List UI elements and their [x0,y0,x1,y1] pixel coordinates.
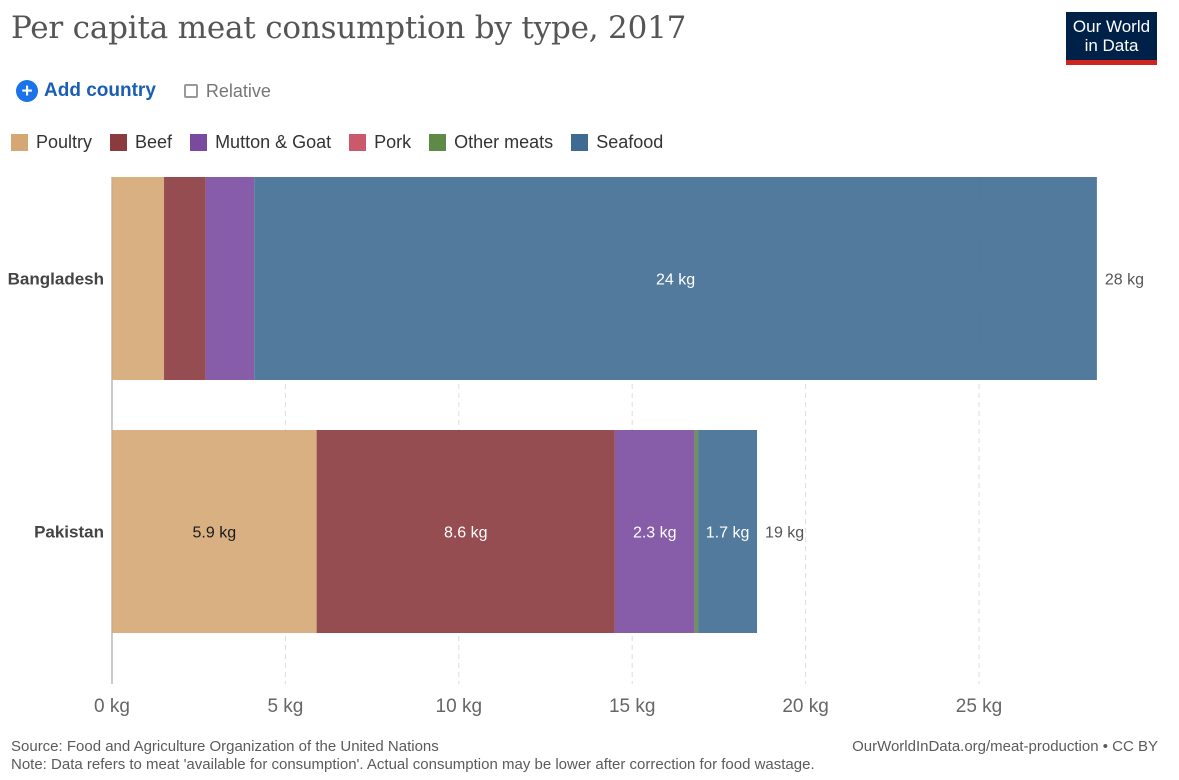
legend-swatch [110,134,128,151]
legend-item-mutton-goat[interactable]: Mutton & Goat [190,132,331,153]
total-value-label: 19 kg [765,525,804,542]
x-tick-label: 15 kg [609,696,655,717]
legend-item-poultry[interactable]: Poultry [11,132,92,153]
chart-footer: Source: Food and Agriculture Organizatio… [11,738,815,774]
plus-circle-icon: + [16,80,38,102]
bar-segment[interactable] [698,430,758,633]
segment-value-label: 2.3 kg [633,525,677,542]
bar-segment[interactable] [694,430,699,633]
legend-swatch [349,134,367,151]
logo-line-1: Our World [1072,17,1151,36]
bar-segment[interactable] [614,430,695,633]
footer-url[interactable]: OurWorldInData.org/meat-production • CC … [852,738,1158,755]
x-tick-label: 25 kg [956,696,1002,717]
logo-line-2: in Data [1084,36,1139,55]
legend: Poultry Beef Mutton & Goat Pork Other me… [11,132,681,153]
legend-label: Beef [135,132,173,152]
segment-value-label: 24 kg [656,272,695,289]
legend-swatch [11,134,28,151]
bar-segment[interactable] [316,430,615,633]
x-tick-label: 5 kg [267,696,303,717]
add-country-button[interactable]: + Add country [16,80,156,102]
bar-segment[interactable] [205,177,255,380]
x-tick-label: 20 kg [782,696,828,717]
legend-item-beef[interactable]: Beef [110,132,172,153]
note-text: Note: Data refers to meat 'available for… [11,756,815,773]
chart-controls: + Add country Relative [16,78,271,104]
category-label: Bangladesh [8,270,104,289]
bar-segment[interactable] [164,177,206,380]
total-value-label: 28 kg [1105,272,1144,289]
bar-segment[interactable] [112,177,165,380]
segment-value-label: 5.9 kg [193,525,237,542]
relative-checkbox[interactable] [183,84,198,98]
legend-label: Pork [374,132,412,152]
legend-item-pork[interactable]: Pork [349,132,411,153]
chart-title: Per capita meat consumption by type, 201… [11,10,687,46]
legend-label: Mutton & Goat [215,132,332,152]
legend-label: Seafood [596,132,664,152]
segment-value-label: 1.7 kg [706,525,750,542]
legend-swatch [190,134,208,151]
legend-label: Other meats [454,132,554,152]
legend-swatch [571,134,589,151]
x-tick-label: 10 kg [436,696,482,717]
category-label: Pakistan [34,523,104,542]
add-country-label: Add country [44,80,156,101]
legend-label: Poultry [36,132,93,152]
stacked-bar-chart: 0 kg 5 kg 10 kg 15 kg 20 kg 25 kg 24 kg 28 kg Ba… [8,177,1144,717]
bar-segment[interactable] [254,177,1097,380]
source-text: Source: Food and Agriculture Organizatio… [11,738,439,755]
relative-label: Relative [205,80,271,101]
bar-segment[interactable] [112,430,317,633]
legend-item-seafood[interactable]: Seafood [571,132,663,153]
legend-item-other-meats[interactable]: Other meats [429,132,553,153]
segment-value-label: 8.6 kg [444,525,488,542]
legend-swatch [429,134,447,151]
owid-logo[interactable]: Our World in Data [1066,12,1157,65]
relative-toggle[interactable]: Relative [183,80,271,102]
x-tick-label: 0 kg [94,696,130,717]
